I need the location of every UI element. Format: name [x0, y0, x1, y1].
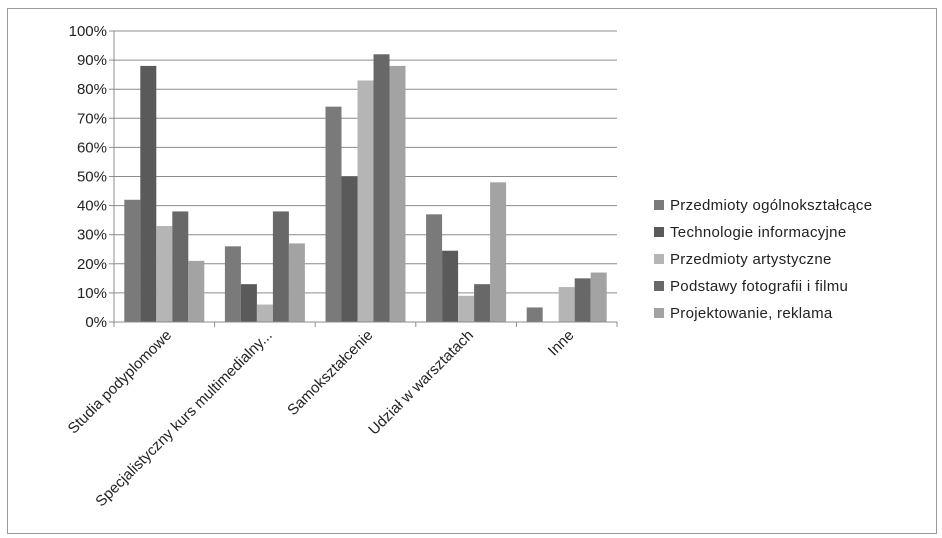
bar: [474, 284, 491, 322]
x-category-label: Specjalistyczny kurs multimedialny...: [92, 327, 275, 510]
bar: [574, 278, 591, 322]
y-tick-label: 10%: [77, 285, 107, 302]
bar: [240, 284, 257, 322]
x-category-label: Inne: [545, 327, 578, 360]
bar: [373, 54, 390, 322]
bar: [526, 307, 543, 322]
bar: [490, 182, 507, 322]
x-category-label: Udział w warsztatach: [365, 327, 477, 439]
legend-label: Projektowanie, reklama: [670, 305, 833, 322]
bar: [256, 304, 273, 322]
axes: [113, 31, 618, 327]
bar: [272, 211, 289, 322]
y-tick-label: 100%: [69, 23, 107, 40]
bar: [188, 260, 205, 322]
bar: [156, 225, 173, 322]
y-tick-label: 70%: [77, 110, 107, 127]
legend-swatch: [654, 227, 664, 237]
y-tick-label: 30%: [77, 227, 107, 244]
bar: [558, 287, 575, 322]
bar: [172, 211, 189, 322]
bars: [124, 54, 607, 323]
y-tick-label: 40%: [77, 198, 107, 215]
legend-label: Podstawy fotografii i filmu: [670, 278, 848, 295]
y-axis-ticks: 0% 10% 20% 30% 40% 50% 60% 70% 80% 90% 100%: [69, 23, 114, 331]
bar: [140, 65, 157, 323]
bar: [325, 106, 342, 322]
legend-label: Przedmioty ogólnokształcące: [670, 197, 872, 214]
legend-swatch: [654, 200, 664, 210]
bar: [124, 199, 141, 322]
bar: [224, 246, 241, 322]
y-tick-label: 20%: [77, 256, 107, 273]
bar: [590, 272, 607, 322]
legend: Przedmioty ogólnokształcące Technologie i…: [654, 197, 872, 322]
y-tick-label: 50%: [77, 169, 107, 186]
bar: [458, 295, 475, 322]
bar: [426, 214, 443, 322]
x-category-label: Studia podyplomowe: [65, 327, 175, 437]
bar: [288, 243, 305, 322]
x-category-label: Samokształcenie: [284, 327, 376, 419]
bar: [442, 250, 459, 322]
legend-label: Przedmioty artystyczne: [670, 251, 832, 268]
legend-swatch: [654, 254, 664, 264]
legend-swatch: [654, 281, 664, 291]
y-tick-label: 60%: [77, 139, 107, 156]
legend-swatch: [654, 308, 664, 318]
bar: [341, 176, 358, 322]
legend-label: Technologie informacyjne: [670, 224, 846, 241]
bar: [389, 65, 406, 323]
chart-frame: 0% 10% 20% 30% 40% 50% 60% 70% 80% 90% 100% Studia…: [7, 8, 937, 534]
bar-chart: 0% 10% 20% 30% 40% 50% 60% 70% 80% 90% 100% Studia…: [65, 23, 872, 510]
y-tick-label: 80%: [77, 81, 107, 98]
bar: [357, 80, 374, 322]
y-tick-label: 0%: [85, 314, 107, 331]
y-tick-label: 90%: [77, 52, 107, 69]
